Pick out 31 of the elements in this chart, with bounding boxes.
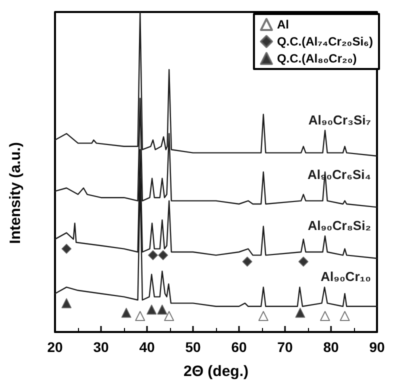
x-tick-label: 70	[277, 339, 293, 355]
point	[295, 308, 306, 318]
point	[135, 311, 146, 321]
point	[158, 250, 168, 260]
point	[164, 311, 174, 321]
x-tick-label: 60	[231, 339, 247, 355]
x-tick-label: 40	[139, 339, 155, 355]
x-tick-label: 90	[369, 339, 385, 355]
point	[148, 250, 158, 260]
point	[242, 256, 252, 267]
legend-label: Q.C.(Al₇₄Cr₂₀Si₆)	[276, 34, 374, 48]
point	[320, 311, 330, 321]
point	[157, 304, 168, 315]
legend-label: Al	[276, 18, 289, 32]
point	[298, 256, 308, 267]
x-axis-title: 2Θ (deg.)	[183, 363, 249, 380]
y-axis-title: Intensity (a.u.)	[7, 142, 24, 244]
legend-label: Q.C.(Al₈₀Cr₂₀)	[276, 52, 357, 66]
series-label: Al₉₀Cr₃Si₇	[308, 112, 371, 128]
x-tick-label: 80	[323, 339, 339, 355]
series-label: Al₉₀Cr₁₀	[320, 269, 372, 284]
x-tick-label: 20	[47, 339, 63, 355]
point	[340, 311, 350, 321]
series-label: Al₉₀Cr₈Si₂	[308, 218, 372, 233]
x-tick-label: 30	[93, 339, 109, 355]
point	[258, 311, 268, 321]
x-tick-label: 50	[185, 339, 201, 355]
point	[146, 304, 157, 315]
point	[62, 298, 72, 308]
point	[121, 308, 132, 318]
point	[62, 244, 72, 254]
